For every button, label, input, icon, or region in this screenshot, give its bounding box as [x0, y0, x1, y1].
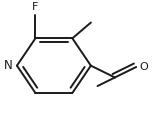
Text: N: N — [4, 59, 12, 72]
Text: O: O — [139, 62, 148, 72]
Text: F: F — [32, 2, 39, 12]
